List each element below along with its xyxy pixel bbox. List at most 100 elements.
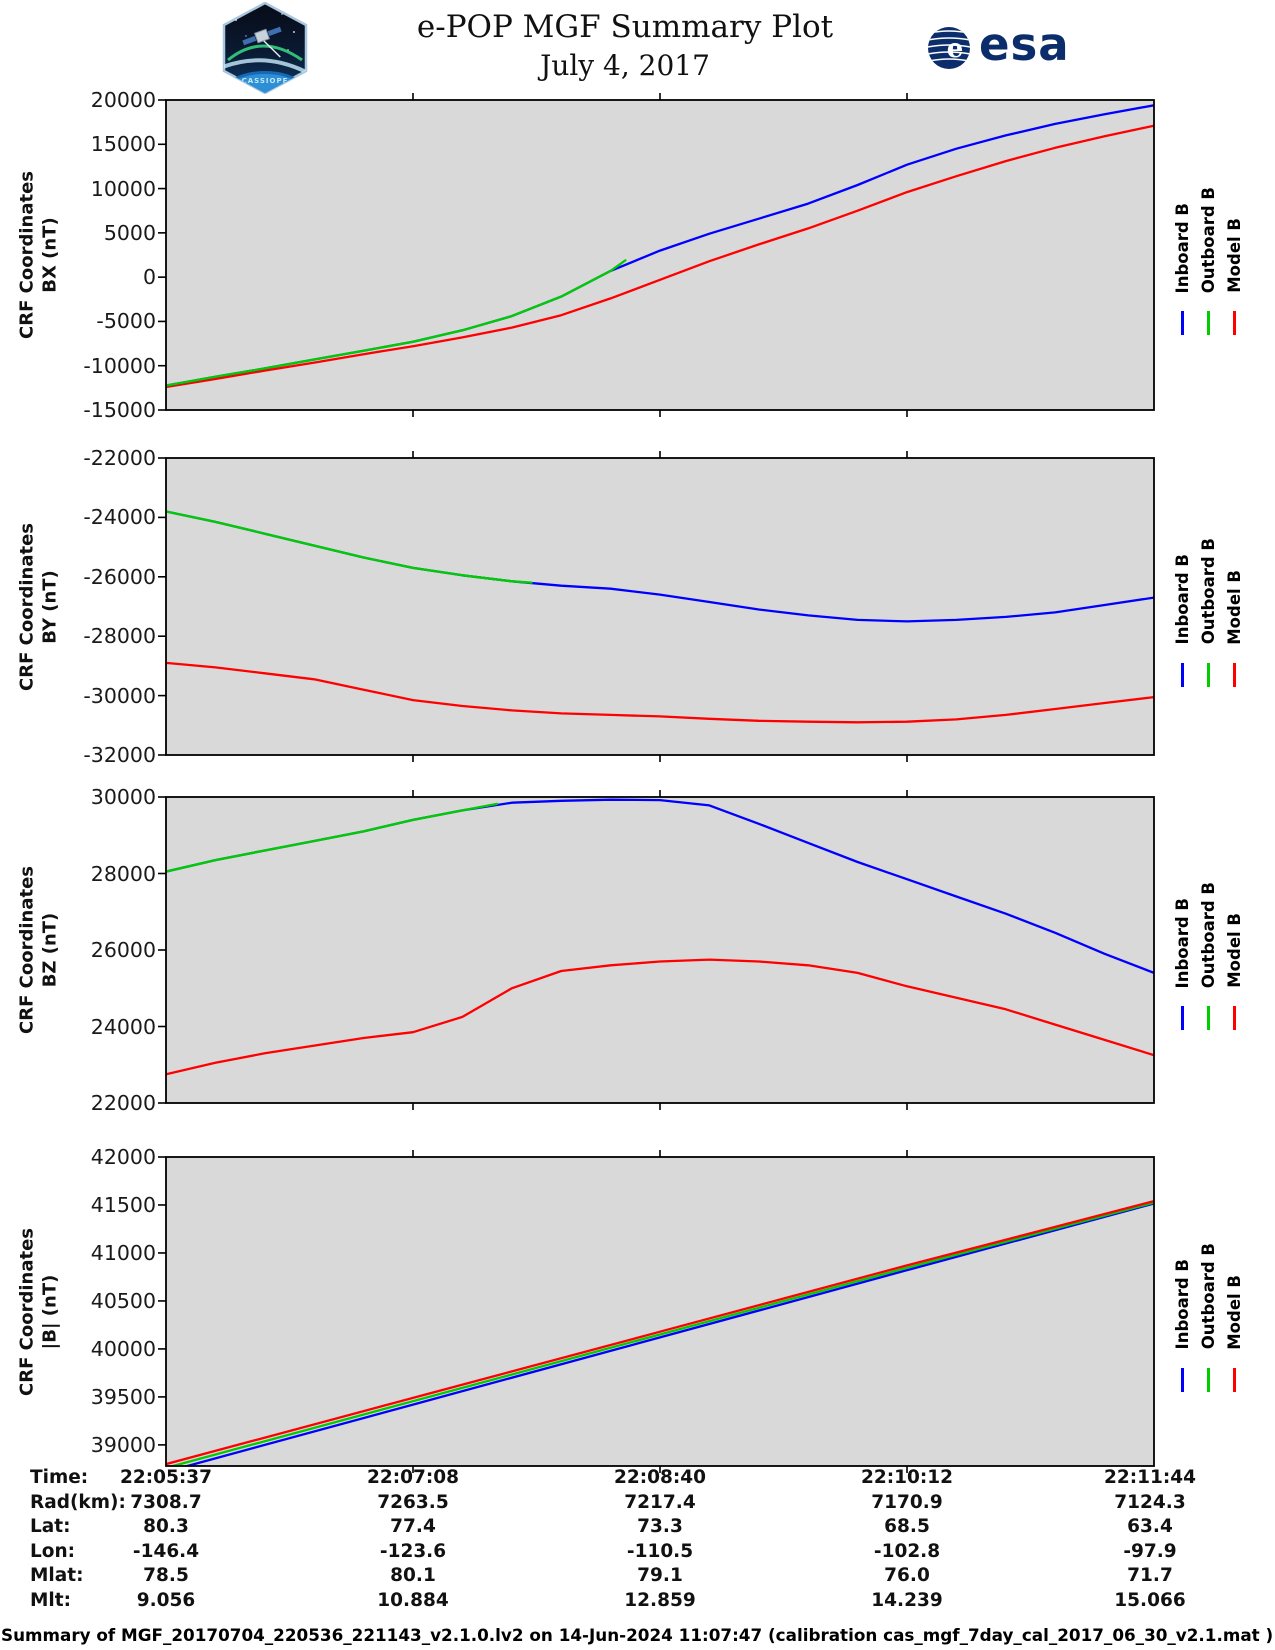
table-cell: 71.7 — [1127, 1565, 1173, 1587]
y-tick-label: -22000 — [83, 446, 156, 470]
legend-item: Model B — [1224, 115, 1250, 395]
y-tick-label: -28000 — [83, 624, 156, 649]
table-cell: 7217.4 — [624, 1491, 696, 1513]
y-tick-label: -24000 — [83, 505, 156, 530]
legend-color-mark — [1181, 311, 1184, 335]
legend-color-mark — [1181, 1367, 1184, 1392]
series-inboard-b — [182, 1202, 1154, 1466]
y-tick-label: 40500 — [90, 1288, 156, 1313]
y-tick-label: -10000 — [83, 353, 156, 378]
table-cell: 10.884 — [377, 1590, 449, 1611]
legend-label: Outboard B — [1199, 538, 1218, 645]
y-axis-label: CRF Coordinates BX (nT) — [16, 171, 61, 339]
table-cell: 12.859 — [624, 1590, 696, 1611]
table-row-label: Lon: — [30, 1540, 76, 1562]
y-tick-label: 15000 — [90, 132, 156, 157]
series-model-b — [166, 661, 1154, 724]
series-outboard-b — [166, 259, 627, 387]
legend-label: Outboard B — [1199, 1243, 1218, 1350]
y-tick-label: 41500 — [90, 1192, 156, 1217]
cassiope-patch-icon: CASSIOPE — [222, 1, 308, 95]
page-title-block: e-POP MGF Summary Plot July 4, 2017 — [255, 9, 995, 82]
y-axis-label: CRF Coordinates |B| (nT) — [16, 1227, 61, 1396]
table-cell: 73.3 — [637, 1516, 683, 1538]
legend-label: Outboard B — [1199, 186, 1218, 293]
legend-label: Inboard B — [1173, 897, 1192, 988]
table-cell: 15.066 — [1114, 1590, 1186, 1611]
table-cell: -102.8 — [873, 1540, 941, 1562]
series-model-b — [166, 958, 1154, 1076]
legend-color-mark — [1181, 662, 1184, 687]
y-tick-label: -30000 — [83, 683, 156, 708]
table-cell: -146.4 — [132, 1540, 200, 1562]
y-tick-label: -26000 — [83, 564, 156, 589]
y-tick-label: 30000 — [90, 785, 156, 809]
legend-color-mark — [1207, 311, 1210, 335]
series-outboard-b — [166, 802, 499, 873]
legend-color-mark — [1233, 1367, 1236, 1392]
table-cell: 78.5 — [143, 1565, 189, 1587]
table-cell: -110.5 — [626, 1540, 694, 1562]
footer-summary-text: Summary of MGF_20170704_220536_221143_v2… — [1, 1625, 1274, 1645]
table-cell: 77.4 — [390, 1516, 436, 1538]
page-subtitle: July 4, 2017 — [540, 48, 710, 82]
legend-label: Model B — [1225, 569, 1244, 645]
table-row-label: Lat: — [30, 1516, 71, 1538]
table-cell: -97.9 — [1123, 1540, 1177, 1562]
legend-item: Outboard B — [1198, 115, 1224, 395]
legend: Inboard B Outboard B Model B — [1172, 810, 1258, 1090]
y-tick-label: 22000 — [90, 1091, 156, 1115]
legend-item: Model B — [1224, 467, 1250, 747]
legend-item: Outboard B — [1198, 467, 1224, 747]
legend-label: Model B — [1225, 1274, 1244, 1350]
y-axis-label: CRF Coordinates BY (nT) — [16, 522, 61, 691]
legend-label: Model B — [1225, 218, 1244, 293]
legend-item: Model B — [1224, 810, 1250, 1090]
legend-color-mark — [1207, 1006, 1210, 1030]
series-model-b — [166, 1199, 1154, 1466]
legend-label: Model B — [1225, 913, 1244, 988]
page-title: e-POP MGF Summary Plot — [416, 9, 834, 45]
table-cell: 22:08:40 — [613, 1467, 707, 1488]
legend-label: Inboard B — [1173, 554, 1192, 645]
y-tick-label: 5000 — [103, 220, 156, 245]
legend-label: Inboard B — [1173, 1259, 1192, 1350]
legend: Inboard B Outboard B Model B — [1172, 115, 1258, 395]
table-cell: 7308.7 — [130, 1491, 202, 1513]
y-tick-label: 0 — [142, 265, 156, 290]
mission-patch: CASSIOPE — [222, 1, 308, 95]
table-cell: 7170.9 — [871, 1491, 943, 1513]
y-axis-label: CRF Coordinates BZ (nT) — [16, 866, 61, 1034]
legend-item: Outboard B — [1198, 1172, 1224, 1452]
patch-label: CASSIOPE — [242, 77, 289, 85]
table-cell: 7124.3 — [1114, 1491, 1186, 1513]
legend-color-mark — [1233, 1006, 1236, 1030]
y-tick-label: 20000 — [90, 88, 156, 112]
table-cell: 80.1 — [390, 1565, 436, 1587]
table-cell: 14.239 — [871, 1590, 943, 1611]
y-tick-label: 10000 — [90, 176, 156, 201]
legend: Inboard B Outboard B Model B — [1172, 1172, 1258, 1452]
table-cell: 22:10:12 — [860, 1467, 954, 1488]
y-tick-label: -15000 — [83, 398, 156, 422]
y-tick-label: 28000 — [90, 861, 156, 886]
table-row-label: Mlat: — [30, 1565, 84, 1587]
legend-item: Model B — [1224, 1172, 1250, 1452]
y-tick-label: 42000 — [90, 1145, 156, 1169]
series-outboard-b — [168, 1201, 1154, 1466]
y-tick-label: 26000 — [90, 938, 156, 962]
table-cell: 22:05:37 — [119, 1467, 213, 1488]
plot-area-|B| — [158, 1150, 1155, 1473]
table-cell: 7263.5 — [377, 1491, 449, 1513]
y-tick-label: -32000 — [83, 743, 156, 767]
legend-color-mark — [1181, 1006, 1184, 1030]
table-cell: 9.056 — [136, 1590, 196, 1611]
table-row-label: Mlt: — [30, 1590, 71, 1611]
legend-color-mark — [1207, 662, 1210, 687]
legend-label: Inboard B — [1173, 202, 1192, 293]
svg-text:e: e — [947, 34, 964, 64]
legend-label: Outboard B — [1199, 881, 1218, 988]
table-cell: -123.6 — [379, 1540, 447, 1562]
plot-area-BX — [158, 93, 1155, 417]
table-row-label: Rad(km): — [30, 1491, 126, 1513]
